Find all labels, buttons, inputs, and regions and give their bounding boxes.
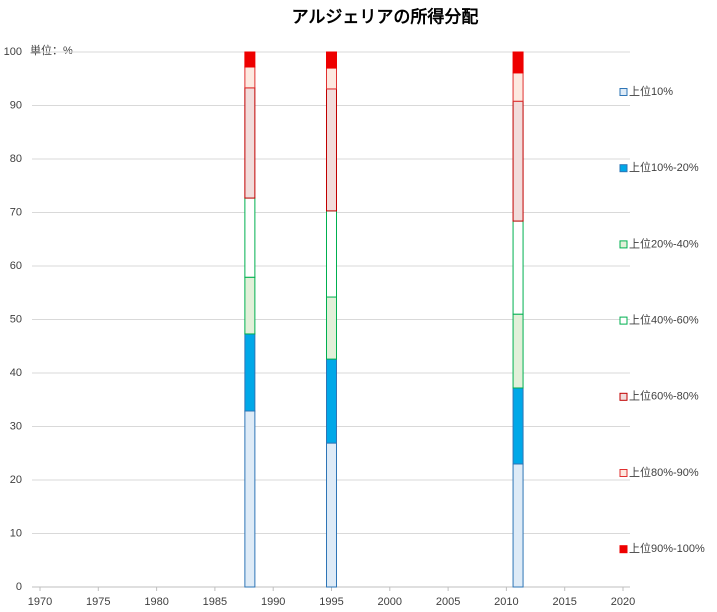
y-tick-label: 40 [10, 367, 22, 379]
bar-segment [326, 210, 337, 298]
bar-segment [244, 410, 256, 588]
bar-segment [326, 296, 337, 360]
y-tick-label: 20 [10, 474, 22, 486]
legend-marker [619, 88, 628, 96]
bar-segment [244, 51, 256, 68]
bar-segment [512, 100, 524, 222]
x-tick-label: 2000 [378, 596, 402, 608]
x-tick-label: 1975 [86, 596, 110, 608]
bar-segment [244, 87, 256, 199]
x-tick-label: 2015 [552, 596, 576, 608]
x-tick-label: 2010 [494, 596, 518, 608]
y-tick-label: 70 [10, 206, 22, 218]
bar-segment [326, 88, 337, 212]
y-tick-label: 100 [4, 46, 22, 58]
y-tick-label: 60 [10, 260, 22, 272]
bar-segment [326, 51, 337, 69]
y-tick-label: 0 [16, 581, 22, 593]
y-tick-label: 10 [10, 527, 22, 539]
y-tick-label: 50 [10, 313, 22, 325]
legend-marker [619, 164, 628, 173]
legend-marker [619, 240, 628, 249]
x-tick-label: 1995 [319, 596, 343, 608]
bar-segment [244, 197, 256, 278]
x-tick-label: 1970 [28, 596, 52, 608]
bar-segment [244, 276, 256, 335]
bar-segment [512, 72, 524, 102]
legend-marker [619, 392, 628, 401]
legend-label: 上位20%-40% [629, 236, 699, 250]
chart-title: アルジェリアの所得分配 [292, 6, 479, 26]
x-tick-label: 1985 [203, 596, 227, 608]
legend-label: 上位60%-80% [629, 389, 699, 403]
bar-segment [512, 463, 524, 588]
legend-label: 上位90%-100% [629, 541, 705, 555]
legend-label: 上位10%-20% [629, 160, 699, 174]
bar-segment [512, 387, 524, 465]
legend-label: 上位80%-90% [629, 465, 699, 479]
x-tick-label: 1990 [261, 596, 285, 608]
legend-label: 上位40%-60% [629, 313, 699, 327]
y-tick-label: 30 [10, 420, 22, 432]
y-tick-label: 90 [10, 99, 22, 111]
legend-marker [619, 316, 628, 325]
x-tick-label: 2020 [611, 596, 635, 608]
bar-segment [244, 333, 256, 412]
legend-marker [619, 469, 628, 477]
bar-segment [244, 66, 256, 89]
y-tick-label: 80 [10, 153, 22, 165]
x-tick-label: 1980 [144, 596, 168, 608]
legend-label: 上位10% [629, 84, 673, 98]
bar-segment [512, 313, 524, 389]
x-tick-label: 2005 [436, 596, 460, 608]
bar-segment [326, 358, 337, 444]
annotation: 単位：% [30, 43, 73, 57]
bar-segment [512, 220, 524, 315]
bar-segment [326, 442, 337, 588]
legend-marker [619, 545, 628, 554]
bar-segment [326, 67, 337, 90]
bar-segment [512, 51, 524, 74]
